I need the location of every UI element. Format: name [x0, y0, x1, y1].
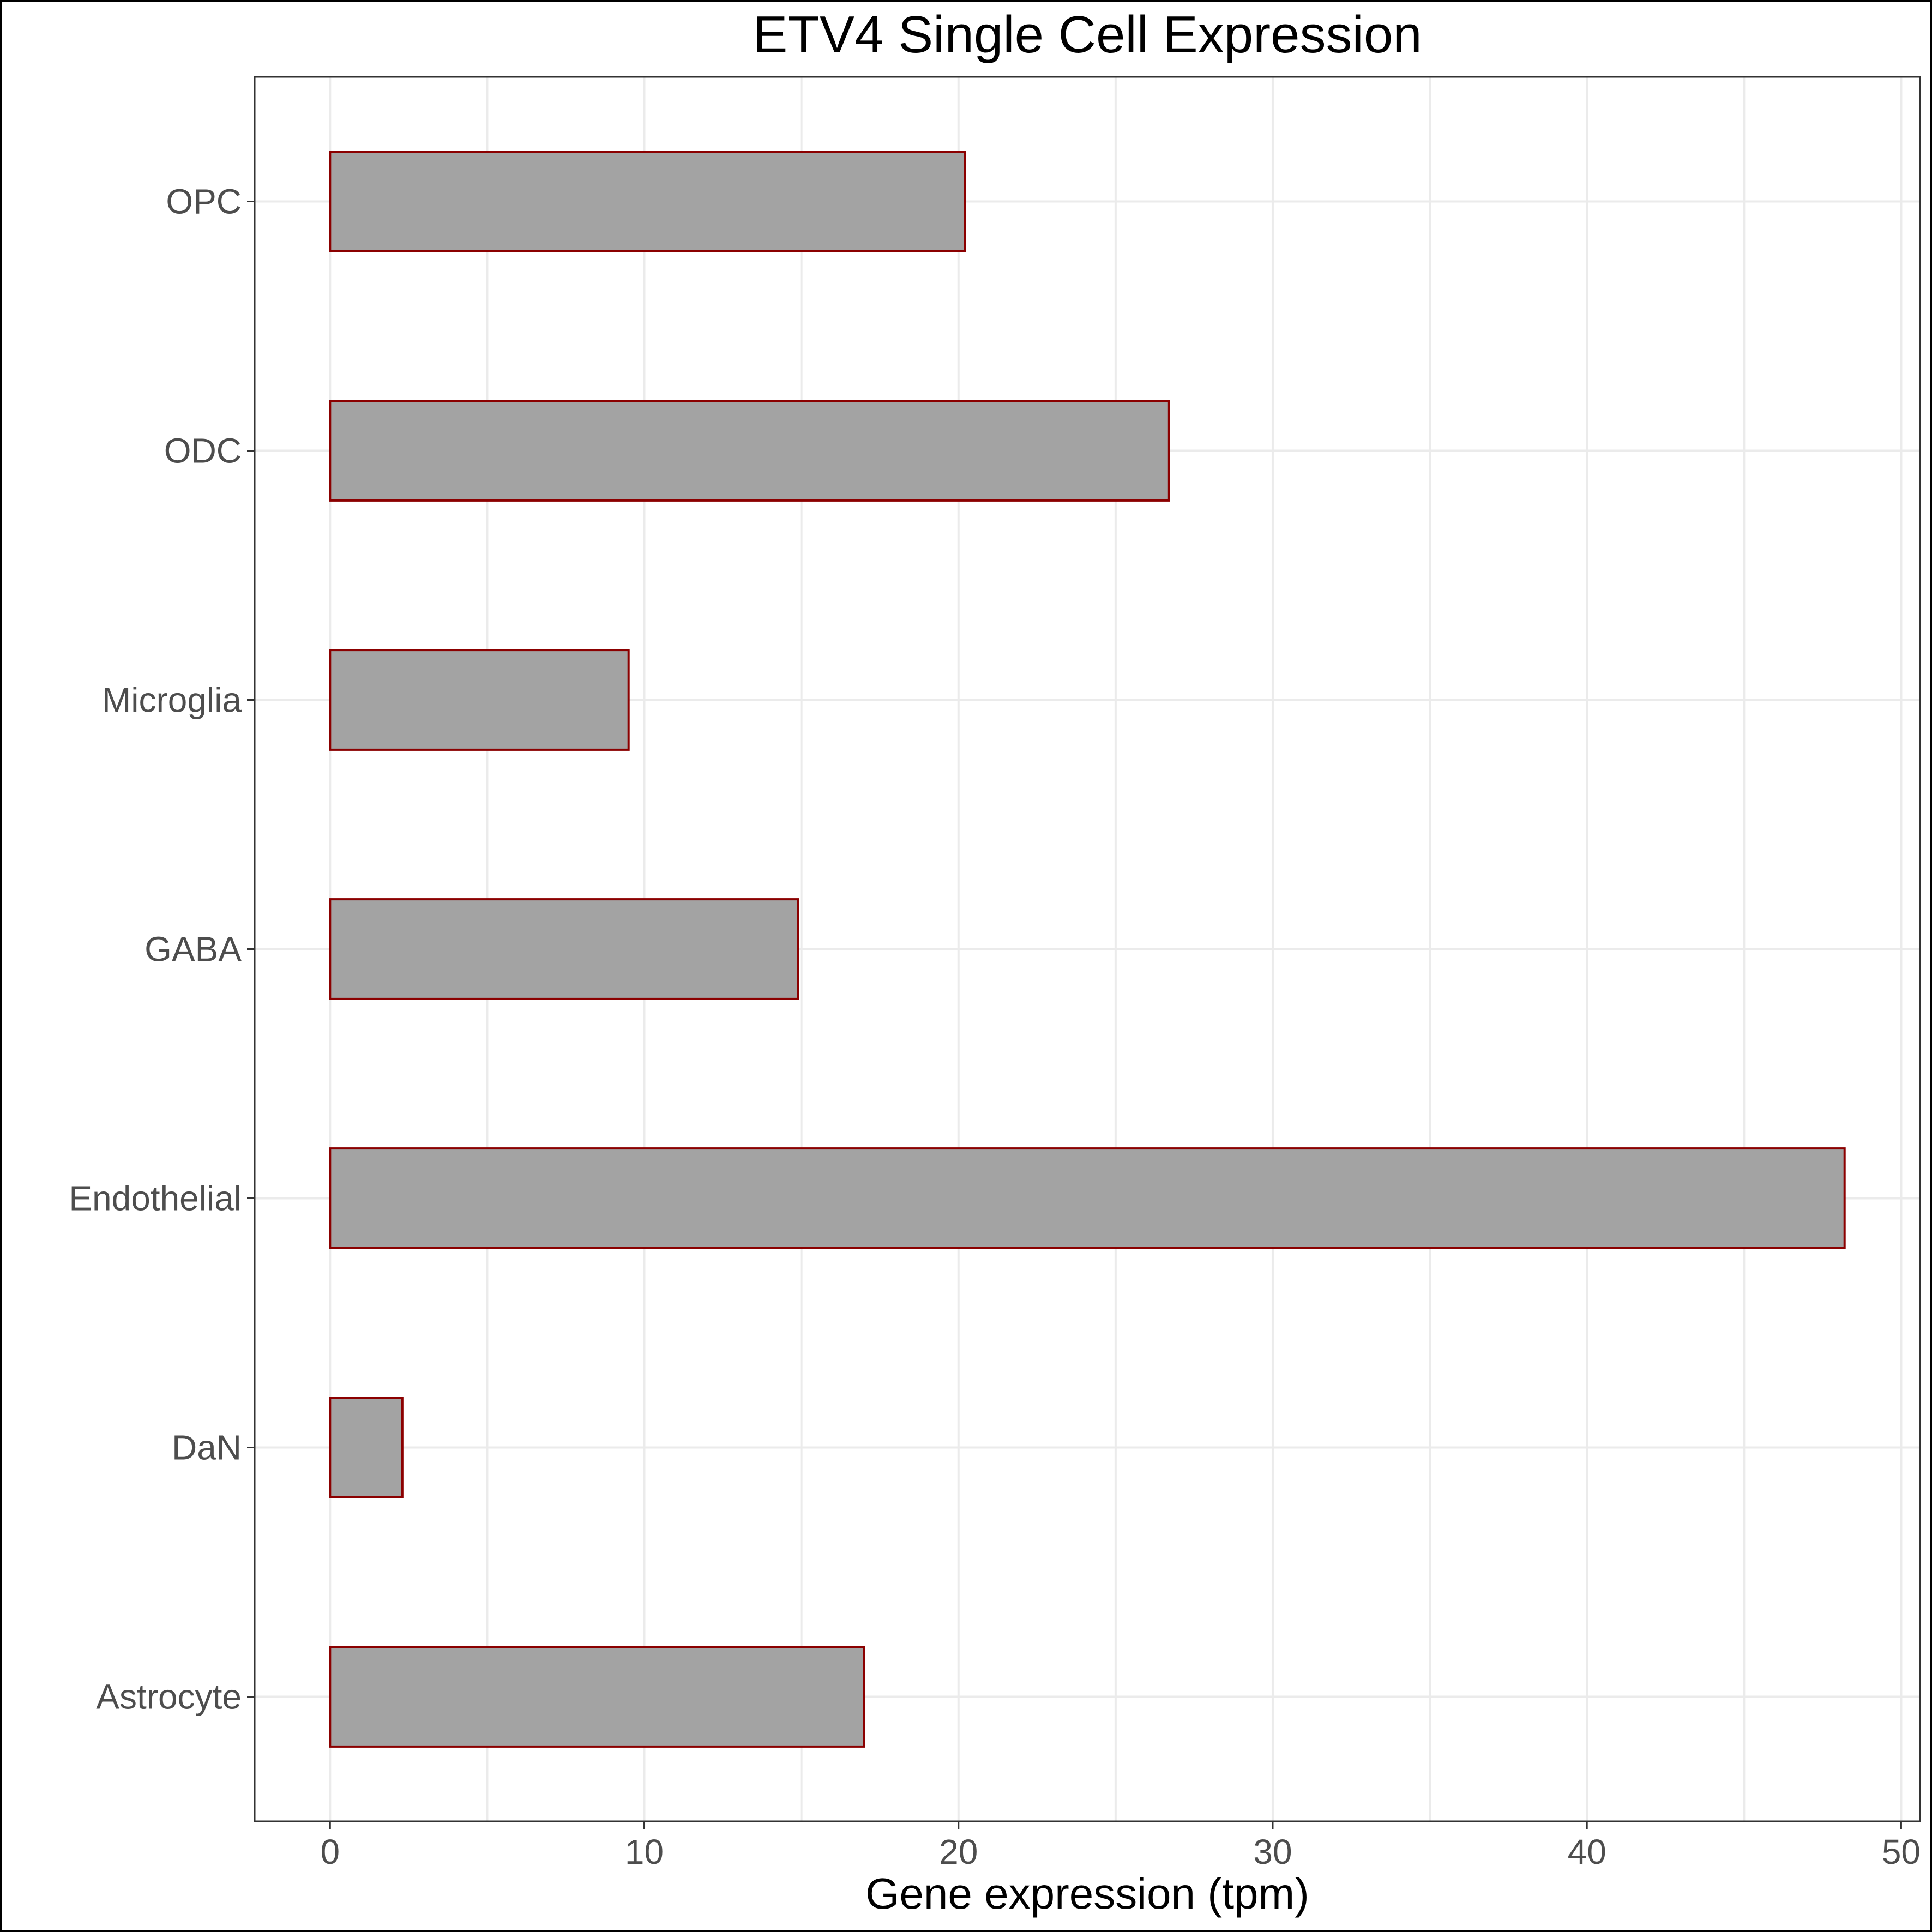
y-axis: Astrocyte DaN Endothelial GABA Microglia ODC O…	[69, 182, 255, 1717]
x-axis-label: Gene expression (tpm)	[865, 1869, 1309, 1918]
y-tick-label: Microglia	[102, 681, 242, 720]
x-tick-label: 30	[1253, 1832, 1292, 1871]
y-tick-label: Astrocyte	[96, 1677, 242, 1717]
y-tick-label: ODC	[164, 431, 242, 471]
x-tick-label: 10	[625, 1832, 664, 1871]
y-tick-label: OPC	[166, 182, 242, 221]
bar-endothelial	[329, 1147, 1846, 1249]
x-axis: 0 10 20 30 40 50	[320, 1821, 1921, 1871]
bar-astrocyte	[329, 1646, 865, 1748]
bar-dan	[329, 1397, 404, 1498]
x-tick-label: 0	[320, 1832, 340, 1871]
bar-microglia	[329, 649, 630, 751]
y-tick-label: GABA	[145, 930, 242, 969]
x-tick-label: 20	[939, 1832, 978, 1871]
chart-title: ETV4 Single Cell Expression	[753, 5, 1422, 64]
y-tick-label: DaN	[172, 1428, 242, 1467]
bars	[329, 151, 1846, 1748]
x-tick-label: 50	[1882, 1832, 1921, 1871]
bar-odc	[329, 400, 1170, 502]
bar-opc	[329, 151, 966, 252]
bar-gaba	[329, 898, 799, 1000]
y-tick-label: Endothelial	[69, 1179, 242, 1218]
x-tick-label: 40	[1568, 1832, 1606, 1871]
